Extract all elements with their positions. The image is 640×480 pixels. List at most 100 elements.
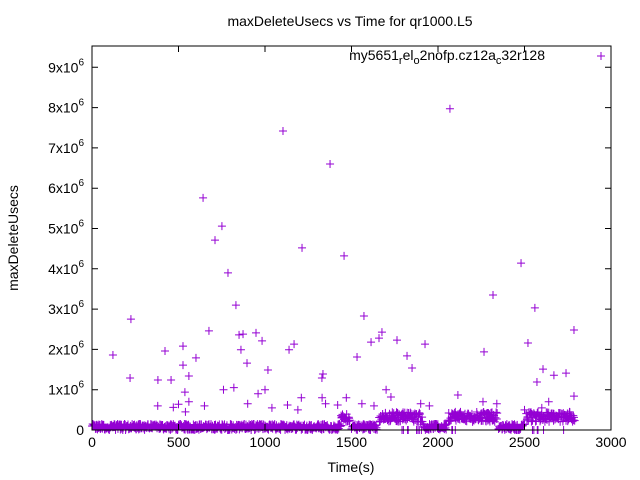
data-point [169,403,178,412]
data-point [199,193,208,202]
legend: my5651relo2nofp.cz12ac32r128 [349,47,605,67]
data-point [345,416,354,425]
y-tick-exponent: 6 [78,98,84,109]
data-point [298,243,307,252]
data-point [530,303,539,312]
data-point [184,371,193,380]
data-point [267,403,276,412]
data-point [565,407,574,416]
data-point [108,351,117,360]
data-point [333,401,342,410]
data-point [167,376,176,385]
data-point [489,290,498,299]
y-tick-exponent: 6 [78,138,84,149]
data-point [569,392,578,401]
data-point [375,334,384,343]
data-point [337,421,346,430]
data-point [492,399,501,408]
data-point [178,361,187,370]
data-point [532,378,541,387]
data-point [126,315,135,324]
data-point [403,351,412,360]
y-tick-exponent: 6 [78,178,84,189]
data-point [217,222,226,231]
legend-label: my5651relo2nofp.cz12ac32r128 [349,47,545,67]
data-point [549,371,558,380]
plot-frame [91,45,612,431]
data-point [367,338,376,347]
y-tick-mantissa: 8x10 [48,100,79,116]
legend-text-part: 32r128 [501,47,545,63]
legend-text-part: 2nofp.cz12a [420,47,496,63]
data-point [478,397,487,406]
data-point [517,259,526,268]
data-point [283,401,292,410]
y-tick-label: 9x106 [48,57,84,75]
x-tick-label: 500 [167,434,191,450]
data-point [229,383,238,392]
x-tick-label: 3000 [595,434,626,450]
y-tick-exponent: 6 [78,219,84,230]
data-point [562,369,571,378]
y-tick-mantissa: 0 [76,422,84,438]
data-point [326,160,335,169]
data-point [421,340,430,349]
data-point [191,353,200,362]
y-tick-mantissa: 6x10 [48,180,79,196]
x-tick-label: 1500 [336,434,367,450]
data-point [570,416,579,425]
data-point [518,421,527,430]
data-point [451,407,460,416]
data-point [492,408,501,417]
chart-title: maxDeleteUsecs vs Time for qr1000.L5 [227,13,472,29]
y-tick-exponent: 6 [78,57,84,68]
data-point [254,389,263,398]
data-point [219,385,228,394]
y-tick-mantissa: 2x10 [48,341,79,357]
data-point [297,393,306,402]
y-tick-label: 7x106 [48,138,84,156]
data-point [317,374,326,383]
y-tick-exponent: 6 [78,259,84,270]
data-point [569,326,578,335]
data-point [290,340,299,349]
data-point [377,328,386,337]
data-point [181,407,190,416]
data-point [153,401,162,410]
legend-text-part: el [403,47,414,63]
data-point [544,397,553,406]
y-tick-mantissa: 1x10 [48,382,79,398]
y-tick-mantissa: 9x10 [48,59,79,75]
data-point [493,409,502,418]
data-point [382,385,391,394]
data-point [353,353,362,362]
data-point [568,417,577,426]
data-point [357,399,366,408]
legend-marker [597,52,605,60]
data-point [261,385,269,394]
data-point [231,301,240,310]
data-point [252,328,261,337]
data-point [425,401,434,410]
data-point [537,403,546,412]
data-point [336,422,345,431]
axis-ticks: 0 500 1000 1500 2000 2500 300001x1062x1063x106… [48,46,627,450]
data-point [491,413,500,422]
data-point [184,397,193,406]
y-tick-exponent: 6 [78,380,84,391]
data-points [88,104,579,434]
data-point [369,401,378,410]
data-point [321,399,330,408]
data-point [223,268,232,277]
data-point [243,399,252,408]
y-tick-label: 4x106 [48,259,84,277]
legend-subscript: r [399,55,403,67]
data-point [258,336,267,345]
x-tick-label: 2000 [422,434,453,450]
data-point [293,405,302,414]
x-tick-label: 1000 [249,434,280,450]
data-point [392,336,401,345]
data-point [235,330,244,339]
data-point [445,417,454,426]
